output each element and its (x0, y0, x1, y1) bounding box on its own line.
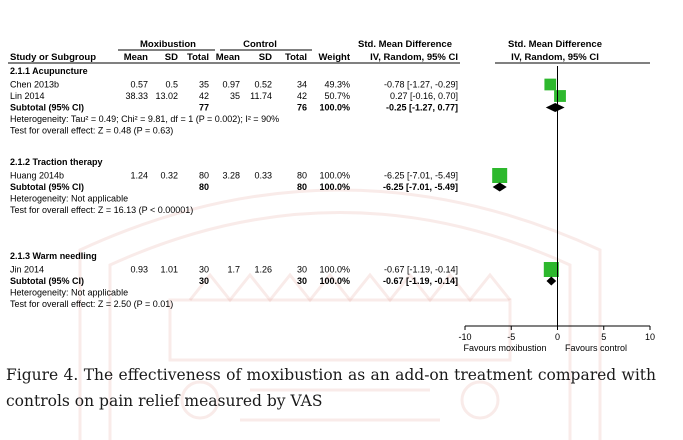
header-control: Control (243, 39, 277, 50)
subtotal-diamond (545, 103, 565, 112)
subtotal-effect-ci: -0.67 [-1.19, -0.14] (383, 276, 458, 286)
study-sd-control: 1.26 (254, 265, 272, 275)
overall-effect-text: Test for overall effect: Z = 2.50 (P = 0… (10, 299, 173, 309)
overall-effect-text: Test for overall effect: Z = 16.13 (P < … (10, 205, 193, 215)
study-total-moxibustion: 80 (199, 171, 209, 181)
study-total-control: 30 (297, 265, 307, 275)
subgroup-title: 2.1.2 Traction therapy (10, 157, 103, 167)
study-weight: 100.0% (319, 171, 350, 181)
study-name: Jin 2014 (10, 265, 44, 275)
study-name: Chen 2013b (10, 80, 59, 90)
subtotal-effect-ci: -0.25 [-1.27, 0.77] (386, 103, 458, 113)
study-weight: 49.3% (324, 80, 350, 90)
study-name: Lin 2014 (10, 91, 45, 101)
header-total-moxibustion: Total (187, 52, 209, 63)
heterogeneity-text: Heterogeneity: Tau² = 0.49; Chi² = 9.81,… (10, 114, 279, 124)
subgroup-title: 2.1.3 Warm needling (10, 251, 97, 261)
heterogeneity-text: Heterogeneity: Not applicable (10, 288, 128, 298)
x-tick-label: 5 (601, 332, 606, 342)
study-name: Huang 2014b (10, 171, 64, 181)
subtotal-diamond (492, 182, 507, 192)
header-mean-moxibustion: Mean (124, 52, 148, 63)
header-moxibustion: Moxibustion (140, 39, 196, 50)
study-marker (554, 90, 566, 102)
forest-graph: -10 -5 0 5 10 Favours moxibustion Favours cont… (458, 66, 655, 353)
study-mean-control: 0.97 (222, 80, 240, 90)
header-sd-control: SD (259, 52, 272, 63)
favours-control-label: Favours control (565, 343, 627, 353)
subtotal-total-moxibustion: 80 (199, 182, 209, 192)
subgroup-title: 2.1.1 Acupuncture (10, 66, 88, 76)
x-tick-label: 0 (555, 332, 560, 342)
study-sd-moxibustion: 1.01 (160, 265, 178, 275)
x-tick-label: 10 (645, 332, 655, 342)
study-marker (544, 78, 557, 91)
forest-table: Moxibustion Control Std. Mean Difference St… (8, 39, 650, 309)
subtotal-total-control: 76 (297, 103, 307, 113)
study-sd-control: 0.33 (254, 171, 272, 181)
header-smd-left: Std. Mean Difference (358, 39, 452, 50)
study-effect-ci: -0.67 [-1.19, -0.14] (384, 265, 458, 275)
header-study: Study or Subgroup (10, 52, 96, 63)
subtotal-label: Subtotal (95% CI) (10, 103, 84, 113)
header-smd-right: Std. Mean Difference (508, 39, 602, 50)
header-total-control: Total (285, 52, 307, 63)
subtotal-weight: 100.0% (319, 276, 350, 286)
study-effect-ci: -0.78 [-1.27, -0.29] (384, 80, 458, 90)
study-sd-control: 11.74 (250, 91, 272, 101)
header-method-left: IV, Random, 95% CI (370, 52, 458, 63)
study-marker (543, 262, 559, 277)
header-method-right: IV, Random, 95% CI (511, 52, 599, 63)
subtotal-total-moxibustion: 77 (199, 103, 209, 113)
study-effect-ci: -6.25 [-7.01, -5.49] (384, 171, 458, 181)
study-sd-moxibustion: 0.5 (165, 80, 178, 90)
heterogeneity-text: Heterogeneity: Not applicable (10, 194, 128, 204)
x-tick-label: -10 (458, 332, 471, 342)
study-sd-control: 0.52 (254, 80, 272, 90)
study-total-moxibustion: 42 (199, 91, 209, 101)
x-tick-label: -5 (507, 332, 515, 342)
subtotal-weight: 100.0% (319, 103, 350, 113)
header-weight: Weight (319, 52, 351, 63)
header-mean-control: Mean (216, 52, 240, 63)
study-total-control: 42 (297, 91, 307, 101)
study-sd-moxibustion: 13.02 (155, 91, 178, 101)
study-total-moxibustion: 35 (199, 80, 209, 90)
study-marker (492, 168, 508, 183)
study-mean-control: 1.7 (227, 265, 240, 275)
study-weight: 100.0% (319, 265, 350, 275)
subtotal-label: Subtotal (95% CI) (10, 182, 84, 192)
subtotal-total-control: 30 (297, 276, 307, 286)
favours-moxibustion-label: Favours moxibustion (463, 343, 546, 353)
study-mean-moxibustion: 0.93 (130, 265, 148, 275)
study-sd-moxibustion: 0.32 (160, 171, 178, 181)
subtotal-effect-ci: -6.25 [-7.01, -5.49] (383, 182, 458, 192)
subtotal-label: Subtotal (95% CI) (10, 276, 84, 286)
header-sd-moxibustion: SD (165, 52, 178, 63)
study-weight: 50.7% (324, 91, 350, 101)
subtotal-weight: 100.0% (319, 182, 350, 192)
study-mean-moxibustion: 38.33 (125, 91, 148, 101)
subtotal-total-moxibustion: 30 (199, 276, 209, 286)
subtotal-diamond (546, 276, 557, 286)
overall-effect-text: Test for overall effect: Z = 0.48 (P = 0… (10, 126, 173, 136)
figure-caption: Figure 4. The effectiveness of moxibusti… (6, 366, 656, 410)
study-effect-ci: 0.27 [-0.16, 0.70] (390, 91, 458, 101)
study-total-control: 34 (297, 80, 307, 90)
study-mean-control: 3.28 (222, 171, 240, 181)
study-mean-moxibustion: 0.57 (130, 80, 148, 90)
study-total-moxibustion: 30 (199, 265, 209, 275)
study-mean-moxibustion: 1.24 (130, 171, 148, 181)
subtotal-total-control: 80 (297, 182, 307, 192)
forest-plot: Moxibustion Control Std. Mean Difference St… (8, 39, 655, 353)
study-total-control: 80 (297, 171, 307, 181)
study-mean-control: 35 (230, 91, 240, 101)
